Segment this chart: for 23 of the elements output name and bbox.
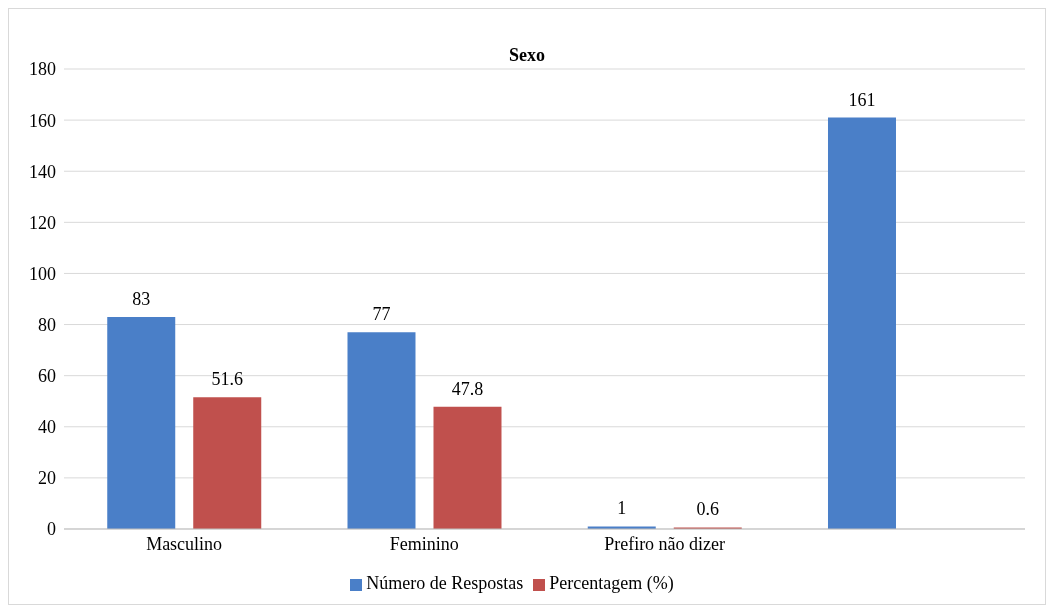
data-label: 51.6 bbox=[211, 369, 243, 390]
x-tick-label: Masculino bbox=[146, 533, 223, 554]
x-tick-label: Feminino bbox=[389, 533, 459, 554]
y-tick-label: 0 bbox=[47, 519, 56, 540]
y-tick-label: 40 bbox=[38, 417, 56, 438]
legend-label: Número de Respostas bbox=[366, 573, 524, 593]
data-label: 1 bbox=[617, 498, 627, 519]
y-tick-label: 140 bbox=[29, 161, 56, 182]
data-label: 0.6 bbox=[696, 499, 719, 520]
data-label: 47.8 bbox=[451, 378, 484, 399]
y-tick-label: 60 bbox=[38, 366, 56, 387]
y-tick-label: 180 bbox=[29, 59, 56, 80]
data-label: 83 bbox=[132, 288, 151, 309]
y-tick-label: 120 bbox=[29, 212, 56, 233]
chart-title: Sexo bbox=[509, 45, 545, 65]
legend-label: Percentagem (%) bbox=[549, 573, 674, 593]
data-label: 161 bbox=[848, 89, 876, 110]
x-tick-label: Prefiro não dizer bbox=[604, 533, 726, 554]
data-label: 77 bbox=[372, 304, 391, 325]
y-tick-label: 80 bbox=[38, 314, 56, 335]
y-tick-label: 100 bbox=[29, 263, 56, 284]
y-tick-label: 20 bbox=[38, 468, 56, 489]
y-tick-label: 160 bbox=[29, 110, 56, 131]
